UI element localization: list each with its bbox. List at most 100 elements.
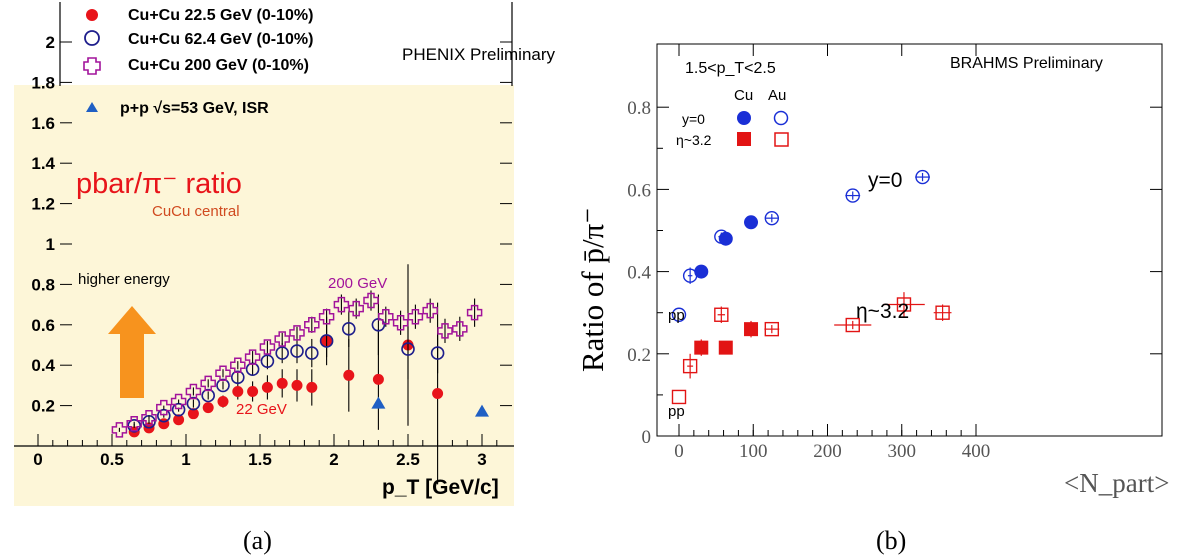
panel-a-xtick-label: 2.5: [396, 450, 420, 469]
panel-b-point-au-y0: [764, 210, 780, 226]
panel-a-point-22gev: [173, 414, 185, 426]
panel-a-point-200gev: [200, 375, 216, 392]
panel-a-point-200gev: [274, 331, 290, 347]
annotation-200gev: 200 GeV: [328, 275, 387, 292]
legend-row-y0: y=0: [682, 111, 705, 127]
panel-a-point-200gev: [230, 357, 246, 373]
panel-a-point-isr: [475, 404, 489, 417]
panel-b-point-au-y0: [714, 229, 729, 244]
legend-marker-cu-y0: [737, 111, 751, 125]
panel-a-point-62gev: [304, 346, 319, 360]
panel-a-point-62gev: [157, 408, 171, 423]
panel-b: 0 100 200 300 400 0 0.2 0.4 0.6 0.8 1.5<p_T<2.5 B…: [575, 43, 1169, 498]
panel-a-legend: Cu+Cu 22.5 GeV (0-10%) Cu+Cu 62.4 GeV (0…: [83, 7, 313, 117]
panel-a-point-200gev: [126, 416, 142, 432]
panel-a-point-62gev: [319, 334, 334, 348]
panel-a-point-22gev: [261, 381, 273, 393]
panel-a-point-22gev: [232, 385, 244, 397]
panel-a-ytick-label: 1.8: [31, 73, 55, 92]
panel-b-ylabel: Ratio of p̄/π⁻: [575, 207, 610, 372]
panel-b-point-cu-y0: [694, 264, 709, 279]
panel-a-legend-area: [60, 0, 514, 85]
panel-a-point-62gev: [201, 388, 215, 403]
panel-a-point-62gev: [186, 396, 201, 411]
panel-b-point-au-eta: [764, 321, 780, 337]
legend-label-200gev: Cu+Cu 200 GeV (0-10%): [128, 57, 309, 74]
legend-col-cu: Cu: [734, 87, 753, 104]
legend-label-22gev: Cu+Cu 22.5 GeV (0-10%): [128, 7, 313, 24]
panel-b-point-cu-y0: [744, 215, 759, 230]
panel-b-series: [671, 169, 952, 405]
panel-a-point-200gev: [170, 393, 187, 410]
legend-marker-22gev: [86, 9, 98, 21]
panel-b-xtick-label: 100: [739, 441, 768, 462]
panel-a-axes: 0 0.5 1 1.5 2 2.5 3 0.2 0.4 0.6 0.8 1 1.2 1.4 1.6 1.8 2: [14, 2, 514, 469]
legend-marker-au-eta: [774, 132, 789, 147]
panel-a-xtick-label: 0.5: [100, 450, 124, 469]
panel-b-point-cu-y0: [718, 231, 733, 246]
panel-a-point-200gev: [111, 422, 128, 438]
panel-a-point-22gev: [187, 408, 199, 420]
panel-a-point-62gev: [341, 322, 356, 336]
panel-b-point-au-eta: [714, 307, 729, 322]
panel-a-xtick-label: 2: [329, 450, 338, 469]
panel-a-ytick-label: 1.6: [31, 114, 55, 133]
panel-a-point-200gev: [452, 321, 468, 337]
annotation-pp-top: pp: [668, 307, 685, 324]
panel-a-point-200gev: [466, 304, 483, 321]
panel-a-point-200gev: [318, 308, 335, 325]
panel-b-point-au-eta: [935, 305, 950, 320]
panel-a-point-200gev: [156, 399, 172, 416]
panel-a-point-22gev: [276, 377, 288, 389]
panel-a-point-200gev: [259, 339, 276, 355]
panel-a-xtick-label: 0: [33, 450, 42, 469]
panel-a-point-200gev: [392, 315, 409, 331]
panel-a-point-22gev: [202, 402, 214, 414]
panel-b-point-au-y0: [682, 268, 698, 283]
panel-a-point-62gev: [290, 344, 304, 358]
panel-a-point-200gev: [141, 409, 157, 426]
annotation-22gev: 22 GeV: [236, 401, 287, 418]
panel-a-point-200gev: [378, 308, 394, 325]
panel-a-series: [111, 264, 489, 485]
annotation-y0: y=0: [868, 169, 902, 192]
panel-b-legend: Cu Au y=0 η~3.2: [676, 87, 789, 148]
panel-b-point-cu-eta: [718, 340, 733, 355]
panel-a-ytick-label: 0.4: [31, 356, 55, 375]
panel-a-point-200gev: [422, 302, 438, 319]
panel-a-point-200gev: [185, 383, 202, 400]
panel-a-point-62gev: [275, 346, 290, 360]
panel-a-ytick-label: 1.4: [31, 154, 55, 173]
legend-row-eta: η~3.2: [676, 132, 712, 148]
panel-a-point-62gev: [216, 378, 230, 393]
panel-a: 0 0.5 1 1.5 2 2.5 30.20.40.60.811.21.41.61.82 …: [14, 0, 556, 506]
panel-b-watermark: BRAHMS Preliminary: [950, 55, 1103, 72]
panel-a-point-isr: [371, 396, 386, 409]
panel-a-ytick-label: 2: [46, 33, 55, 52]
panel-a-background: [14, 85, 514, 506]
panel-b-xtick-label: 0: [674, 441, 684, 462]
panel-b-cut-label: 1.5<p_T<2.5: [685, 60, 776, 77]
panel-a-watermark: PHENIX Preliminary: [402, 45, 556, 64]
legend-label-62gev: Cu+Cu 62.4 GeV (0-10%): [128, 31, 313, 48]
panel-a-point-200gev: [244, 349, 261, 365]
panel-a-point-22gev: [306, 381, 318, 393]
panel-a-ytick-label: 0.6: [31, 316, 55, 335]
annotation-higher-energy: higher energy: [78, 271, 170, 288]
panel-a-point-22gev: [247, 385, 259, 397]
panel-b-ytick-label: 0.4: [627, 263, 651, 284]
panel-a-xtick-label: 3: [477, 450, 486, 469]
legend-marker-isr: [86, 102, 98, 112]
panel-b-point-cu-eta: [694, 340, 709, 355]
panel-a-subtitle: CuCu central: [152, 203, 240, 220]
panel-b-frame: [656, 43, 1163, 437]
panel-b-xtick-label: 300: [888, 441, 917, 462]
panel-b-ytick-label: 0.8: [627, 98, 651, 119]
panel-b-ytick-label: 0.6: [627, 180, 651, 201]
panel-b-xlabel: <N_part>: [1064, 468, 1169, 498]
panel-a-point-200gev: [304, 317, 320, 333]
panel-a-xtick-label: 1: [181, 450, 190, 469]
panel-a-xlabel: p_T [GeV/c]: [382, 476, 499, 499]
higher-energy-arrow-icon: [108, 306, 156, 398]
